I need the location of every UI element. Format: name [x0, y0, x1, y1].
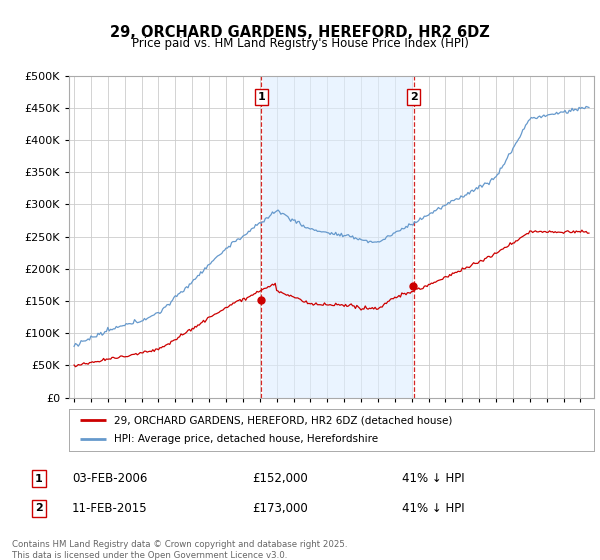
Text: 2: 2: [35, 503, 43, 514]
Text: £173,000: £173,000: [252, 502, 308, 515]
Text: 41% ↓ HPI: 41% ↓ HPI: [402, 502, 464, 515]
Text: 41% ↓ HPI: 41% ↓ HPI: [402, 472, 464, 486]
Text: Contains HM Land Registry data © Crown copyright and database right 2025.
This d: Contains HM Land Registry data © Crown c…: [12, 540, 347, 560]
Text: Price paid vs. HM Land Registry's House Price Index (HPI): Price paid vs. HM Land Registry's House …: [131, 37, 469, 50]
Text: 1: 1: [35, 474, 43, 484]
Text: 1: 1: [257, 92, 265, 102]
Text: 29, ORCHARD GARDENS, HEREFORD, HR2 6DZ: 29, ORCHARD GARDENS, HEREFORD, HR2 6DZ: [110, 25, 490, 40]
Text: 11-FEB-2015: 11-FEB-2015: [72, 502, 148, 515]
Text: £152,000: £152,000: [252, 472, 308, 486]
Text: 29, ORCHARD GARDENS, HEREFORD, HR2 6DZ (detached house): 29, ORCHARD GARDENS, HEREFORD, HR2 6DZ (…: [113, 415, 452, 425]
Text: 03-FEB-2006: 03-FEB-2006: [72, 472, 148, 486]
Text: HPI: Average price, detached house, Herefordshire: HPI: Average price, detached house, Here…: [113, 435, 378, 445]
Text: 2: 2: [410, 92, 418, 102]
